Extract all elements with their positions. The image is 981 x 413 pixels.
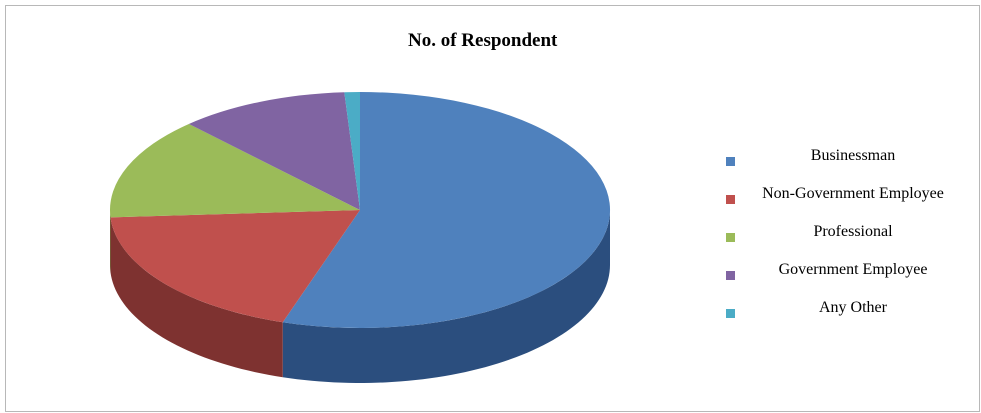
pie-top-faces (109, 91, 611, 328)
legend-swatch-any-other (726, 309, 735, 318)
legend-swatch-government-employee (726, 271, 735, 280)
legend-label-professional: Professional (813, 223, 893, 240)
legend-label-businessman: Businessman (811, 147, 895, 164)
legend-swatch-non-government-employee (726, 195, 735, 204)
pie-slice-businessman (282, 92, 611, 328)
chart-title: No. of Respondent (408, 30, 558, 51)
pie-slice-government-employee (188, 92, 360, 210)
pie-side-businessman (282, 210, 610, 383)
pie-slice-any-other (344, 91, 360, 210)
pie-side-non-government-employee (110, 217, 283, 378)
legend-label-any-other: Any Other (819, 299, 888, 316)
legend-swatch-businessman (726, 157, 735, 166)
legend-label-non-government-employee: Non-Government Employee (762, 185, 944, 202)
pie-slice-non-government-employee (110, 210, 361, 323)
legend: Businessman Non-Government Employee Profes… (726, 147, 944, 318)
pie-slice-professional (109, 123, 360, 218)
legend-swatch-professional (726, 233, 735, 242)
pie-side-walls (110, 210, 610, 383)
legend-label-government-employee: Government Employee (779, 261, 928, 278)
